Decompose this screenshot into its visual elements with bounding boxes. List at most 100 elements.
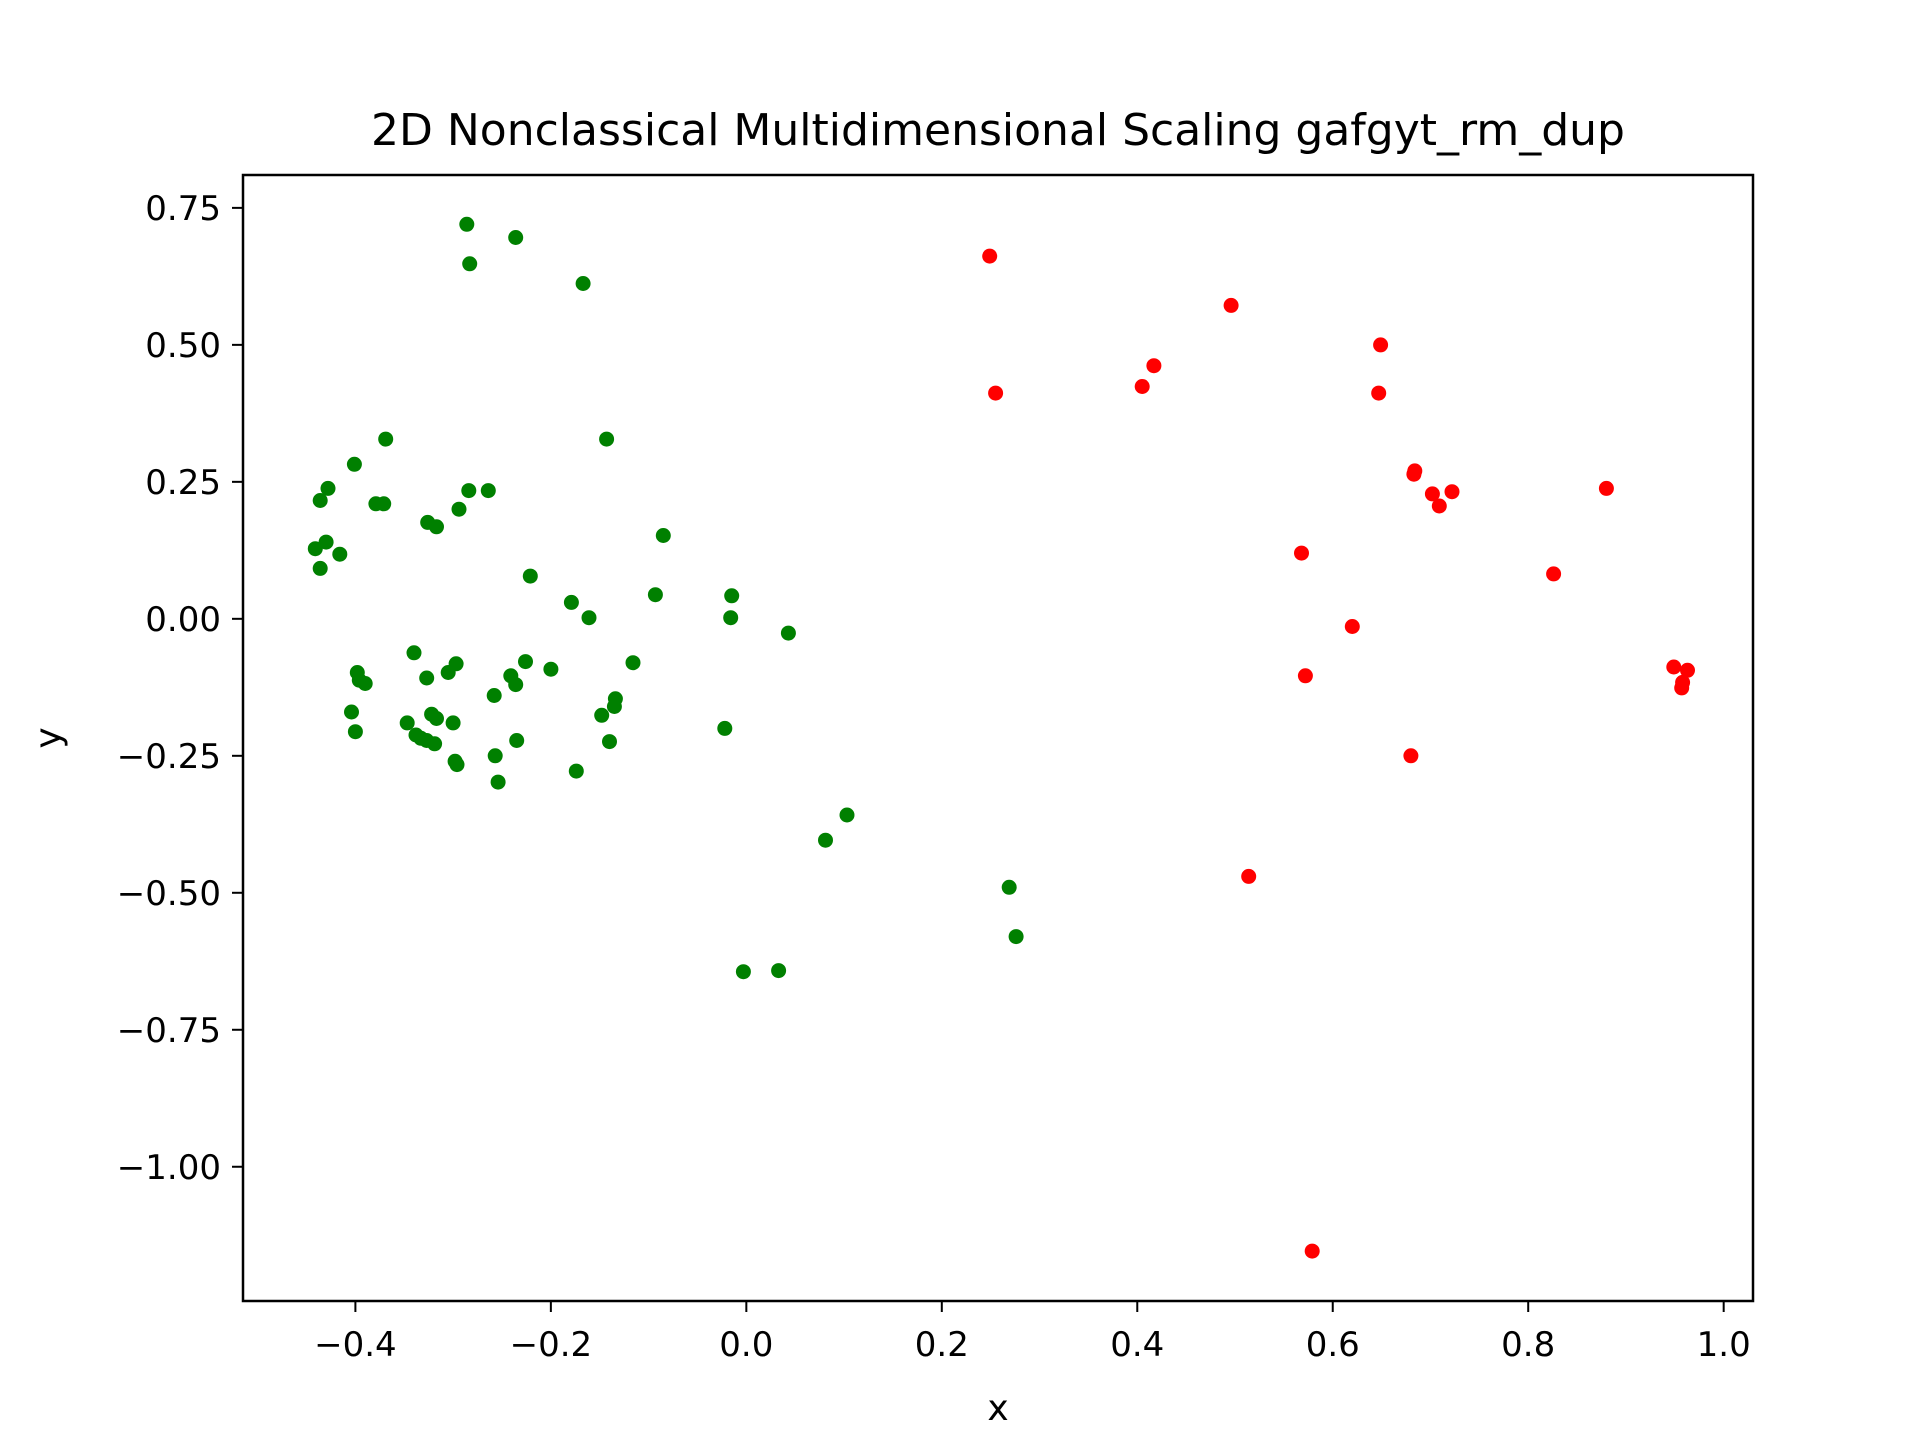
data-point — [344, 704, 359, 720]
x-tick-label: 0.2 — [915, 1325, 969, 1365]
data-point — [1294, 545, 1309, 561]
data-point — [647, 587, 663, 603]
data-point — [599, 431, 615, 447]
data-point — [818, 832, 833, 848]
y-tick-label: 0.75 — [145, 189, 221, 229]
data-point — [724, 588, 740, 604]
data-point — [508, 230, 524, 245]
data-point — [332, 546, 348, 562]
data-point — [1424, 486, 1440, 502]
data-point — [1373, 337, 1389, 353]
data-point — [1371, 385, 1387, 401]
y-tick-label: 0.50 — [145, 326, 221, 366]
data-point — [780, 625, 796, 641]
x-tick-label: 0.0 — [719, 1325, 773, 1365]
x-axis: −0.4 −0.2 0.0 0.2 0.4 0.6 0.8 1.0 — [314, 1301, 1751, 1365]
y-axis-label: y — [28, 727, 69, 748]
data-point — [723, 610, 739, 626]
chart-title: 2D Nonclassical Multidimensional Scaling… — [371, 105, 1625, 156]
y-tick-label: 0.25 — [145, 463, 221, 503]
data-point — [449, 757, 465, 773]
data-point — [1598, 480, 1614, 496]
data-point — [1406, 466, 1422, 482]
data-point — [490, 774, 506, 790]
data-point — [508, 677, 524, 693]
x-tick-label: 0.4 — [1110, 1325, 1164, 1365]
data-point — [518, 654, 533, 670]
data-point — [451, 501, 467, 517]
data-point — [982, 248, 998, 264]
data-point — [839, 807, 855, 823]
data-point — [357, 676, 373, 691]
data-point — [487, 748, 503, 764]
data-point — [445, 715, 461, 731]
data-point — [1674, 680, 1690, 696]
data-point — [318, 534, 334, 550]
data-point — [717, 720, 733, 736]
data-point — [320, 480, 336, 496]
data-point — [1680, 662, 1695, 678]
data-point — [1001, 879, 1017, 895]
data-point — [543, 661, 559, 677]
y-tick-label: 0.00 — [145, 600, 221, 640]
data-point — [1444, 484, 1460, 500]
y-tick-label: −0.75 — [117, 1011, 221, 1051]
data-point — [625, 655, 641, 671]
y-tick-label: −1.00 — [117, 1148, 221, 1188]
data-point — [1146, 358, 1162, 374]
data-point — [1304, 1243, 1320, 1259]
data-point — [594, 707, 610, 723]
data-point — [1223, 297, 1239, 313]
x-tick-label: 0.8 — [1501, 1325, 1555, 1365]
data-point — [771, 963, 787, 979]
data-point — [480, 483, 496, 499]
data-point — [1431, 498, 1447, 514]
data-point — [568, 763, 584, 779]
data-point — [347, 724, 363, 740]
x-axis-label: x — [987, 1388, 1008, 1429]
plot-frame — [241, 173, 1755, 1303]
data-point — [581, 610, 597, 626]
data-point — [575, 276, 591, 291]
data-point — [376, 496, 392, 512]
data-point — [312, 493, 328, 508]
data-point — [1134, 379, 1150, 394]
data-point — [378, 431, 394, 447]
data-point — [1297, 668, 1313, 684]
data-point — [462, 256, 478, 272]
data-point — [1403, 748, 1419, 764]
data-point — [429, 711, 444, 726]
data-point — [1241, 868, 1257, 884]
data-point — [522, 568, 538, 584]
data-point — [602, 734, 617, 750]
data-points — [307, 216, 1695, 1259]
y-tick-label: −0.25 — [117, 737, 221, 777]
data-point — [1546, 566, 1562, 582]
data-point — [735, 964, 751, 980]
data-point — [427, 736, 443, 752]
x-tick-label: 0.6 — [1306, 1325, 1360, 1365]
data-point — [1344, 619, 1360, 634]
data-point — [1666, 659, 1682, 675]
data-point — [606, 699, 622, 714]
data-point — [459, 216, 475, 232]
data-point — [486, 688, 502, 703]
data-point — [307, 541, 323, 557]
x-tick-label: 1.0 — [1697, 1325, 1751, 1365]
data-point — [406, 645, 422, 661]
data-point — [509, 733, 525, 748]
data-point — [461, 483, 477, 499]
data-point — [563, 594, 579, 610]
x-tick-label: −0.4 — [314, 1325, 397, 1365]
data-point — [440, 665, 456, 680]
x-tick-label: −0.2 — [510, 1325, 593, 1365]
y-tick-label: −0.50 — [117, 874, 221, 914]
y-axis: 0.75 0.50 0.25 0.00 −0.25 −0.50 −0.75 −1.00 — [117, 189, 243, 1188]
data-point — [312, 560, 328, 576]
data-point — [399, 715, 415, 731]
data-point — [655, 528, 671, 543]
data-point — [429, 519, 444, 535]
data-point — [1008, 929, 1024, 945]
data-point — [988, 385, 1004, 401]
